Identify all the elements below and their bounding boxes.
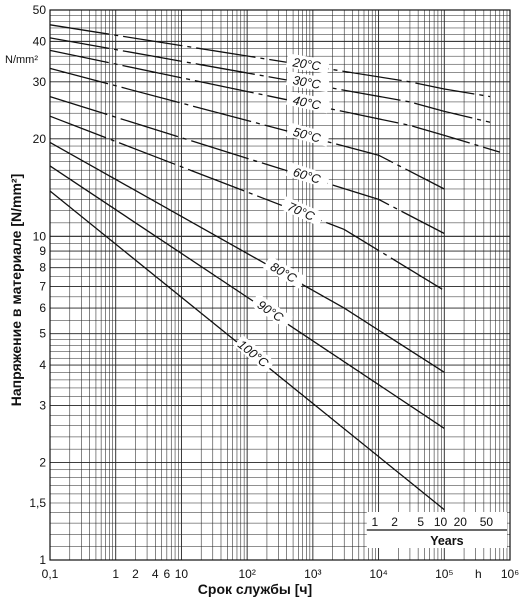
x-tick-label: 10⁴	[369, 567, 388, 581]
years-title: Years	[430, 534, 463, 548]
x-tick-label: 10	[175, 567, 189, 581]
label-background	[285, 53, 330, 74]
curve-40c	[49, 49, 500, 153]
years-tick-label: 20	[454, 515, 468, 529]
curve-20c	[49, 24, 491, 98]
y-tick-label: 4	[39, 358, 46, 372]
y-tick-label: 20	[33, 132, 47, 146]
y-tick-label: 50	[33, 3, 47, 17]
x-tick-label: 2	[132, 567, 139, 581]
x-tick-label: 10⁵	[435, 567, 453, 581]
curve-label: 40°C	[292, 93, 323, 113]
curve-label: 60°C	[291, 165, 323, 187]
plot-frame	[49, 9, 511, 561]
label-background	[285, 122, 331, 147]
x-tick-label: 10⁶	[501, 567, 519, 581]
years-scale-box: 1 2 5 10 20 50 Years	[366, 512, 507, 548]
y-tick-label: 30	[33, 75, 47, 89]
y-unit-label: N/mm²	[5, 54, 38, 66]
years-tick-label: 2	[391, 515, 398, 529]
label-background	[250, 293, 293, 329]
y-tick-label: 2	[39, 456, 46, 470]
curve-80c	[49, 141, 445, 373]
curve-30c	[49, 37, 491, 123]
y-tick-label: 5	[39, 327, 46, 341]
y-tick-label: 6	[39, 301, 46, 315]
years-tick-label: 1	[371, 515, 378, 529]
x-tick-label: 4	[152, 567, 159, 581]
curve-50c	[49, 67, 445, 190]
years-tick-label: 10	[434, 515, 448, 529]
y-tick-label: 3	[39, 399, 46, 413]
x-tick-labels: 0,1 1 2 4 6 10 10² 10³ 10⁴ 10⁵ 10⁶	[42, 567, 520, 581]
label-background	[285, 162, 331, 189]
y-tick-labels: 1 1,5 2 3 4 5 6 7 8 910 20 30 40 50	[29, 3, 46, 567]
y-tick-label: 7	[39, 279, 46, 293]
label-background	[285, 90, 330, 114]
label-background	[280, 196, 325, 227]
curve-70c	[49, 115, 445, 292]
y-tick-label: 1	[39, 553, 46, 567]
years-tick-label: 50	[480, 515, 494, 529]
curve-label: 20°C	[291, 55, 323, 74]
y-tick-label: 9	[39, 244, 46, 258]
y-tick-label: 40	[33, 34, 47, 48]
y-tick-label: 10	[33, 229, 47, 243]
label-background	[263, 255, 307, 289]
x-tick-label: 0,1	[42, 567, 59, 581]
grid-lines	[49, 9, 510, 561]
curve-90c	[49, 165, 445, 429]
y-axis-title: Напряжение в материале [N/mm²]	[8, 174, 24, 406]
x-unit-label: h	[475, 567, 482, 581]
y-tick-label: 1,5	[29, 496, 46, 510]
curve-60c	[49, 95, 445, 235]
x-tick-label: 10²	[238, 567, 255, 581]
years-tick-label: 5	[417, 515, 424, 529]
x-axis-title: Срок службы [ч]	[198, 581, 312, 597]
y-tick-label: 8	[39, 261, 46, 275]
label-background	[285, 71, 330, 93]
curve-label: 50°C	[291, 125, 323, 146]
curve-label: 30°C	[292, 73, 323, 92]
x-tick-label: 10³	[304, 567, 321, 581]
x-tick-label: 1	[112, 567, 119, 581]
label-background	[233, 335, 276, 373]
x-tick-label: 6	[164, 567, 171, 581]
